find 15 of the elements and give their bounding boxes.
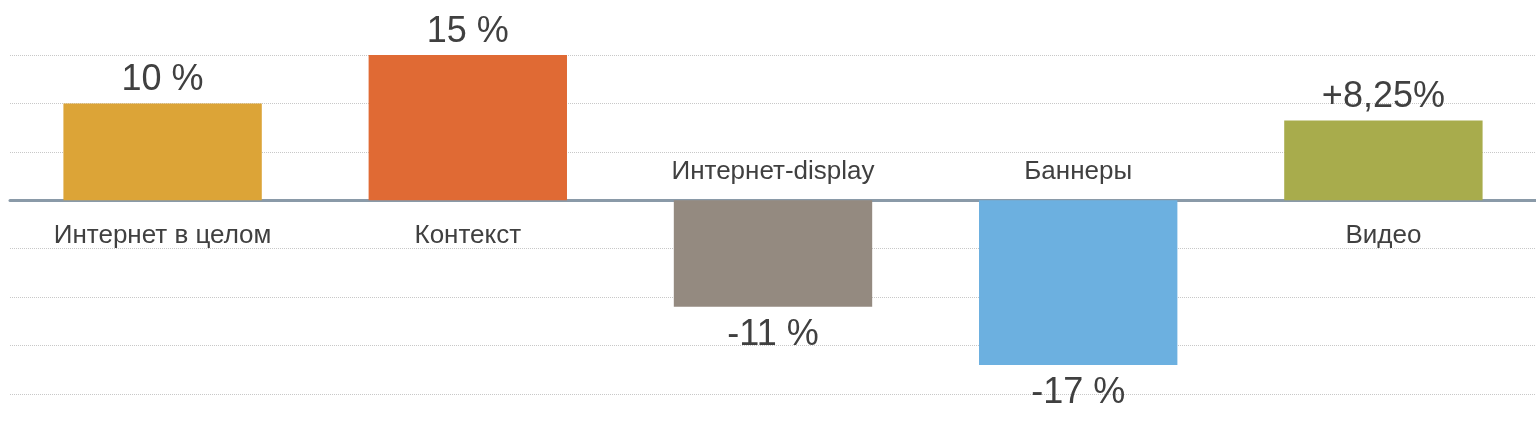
x-tick-label: Интернет в целом bbox=[53, 219, 272, 250]
data-label: -11 % bbox=[727, 312, 819, 354]
data-label: +8,25% bbox=[1321, 73, 1445, 115]
data-label: -17 % bbox=[1031, 370, 1126, 412]
data-label: 10 % bbox=[121, 56, 204, 98]
bar bbox=[368, 55, 567, 201]
x-tick-label: Баннеры bbox=[1024, 155, 1133, 186]
bar bbox=[979, 200, 1178, 365]
data-label: 15 % bbox=[426, 8, 509, 50]
x-tick-label: Интернет-display bbox=[671, 155, 875, 186]
x-tick-label: Видео bbox=[1345, 219, 1422, 250]
bar bbox=[673, 200, 873, 307]
bar bbox=[1284, 120, 1483, 201]
bar bbox=[63, 103, 262, 201]
x-tick-label: Контекст bbox=[414, 219, 522, 250]
